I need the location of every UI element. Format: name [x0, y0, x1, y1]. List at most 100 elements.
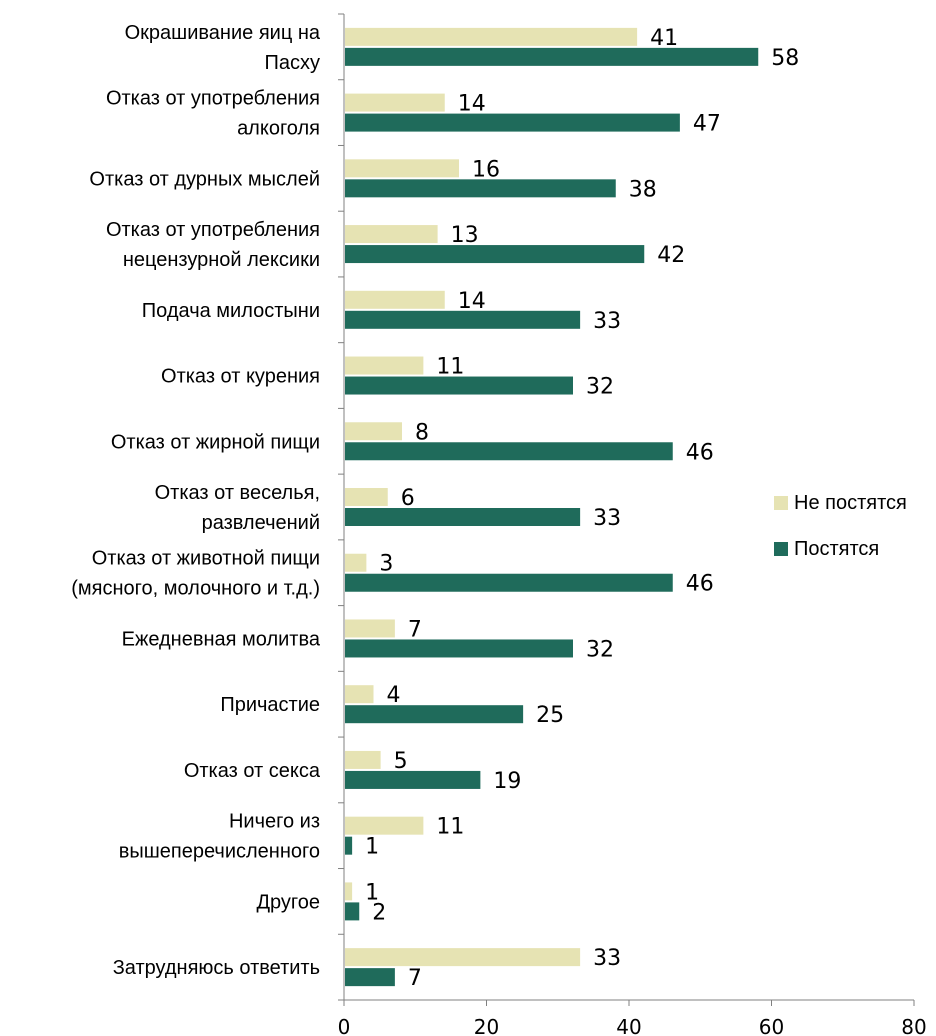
- category-label-line: Отказ от животной пищи: [92, 548, 320, 570]
- data-label-not-fasting: 14: [458, 289, 486, 314]
- category-label: Ежедневная молитва: [122, 628, 321, 650]
- category-label-line: Подача милостыни: [142, 300, 320, 322]
- data-label-fasting: 58: [771, 46, 799, 71]
- bar-fasting: [345, 245, 645, 264]
- bar-not-fasting: [345, 422, 402, 441]
- data-label-fasting: 19: [493, 769, 521, 794]
- legend-item-not-fasting: Не постятся: [774, 490, 907, 516]
- category-label-line: Отказ от курения: [161, 366, 320, 388]
- category-label-line: Другое: [256, 891, 320, 913]
- data-label-fasting: 42: [657, 243, 685, 268]
- category-label: Затрудняюсь ответить: [113, 957, 320, 979]
- legend-item-fasting: Постятся: [774, 536, 907, 562]
- category-label-line: Отказ от жирной пищи: [111, 431, 320, 453]
- data-label-not-fasting: 41: [650, 26, 678, 51]
- category-label-line: Отказ от употребления: [106, 88, 320, 110]
- data-label-fasting: 47: [693, 112, 721, 137]
- category-label: Окрашивание яиц на Пасху: [125, 22, 321, 74]
- category-label: Причастие: [220, 694, 320, 716]
- data-label-not-fasting: 6: [401, 486, 415, 511]
- category-label-line: Ничего из: [229, 811, 320, 833]
- bar-not-fasting: [345, 488, 388, 506]
- bar-not-fasting: [345, 619, 395, 638]
- data-label-fasting: 46: [686, 572, 714, 597]
- bar-fasting: [345, 376, 573, 395]
- x-tick-label: 80: [901, 1015, 926, 1036]
- bar-fasting: [345, 836, 353, 855]
- data-label-not-fasting: 13: [451, 223, 479, 248]
- bar-fasting: [345, 508, 581, 526]
- data-label-fasting: 32: [586, 637, 614, 662]
- category-label-line: Пасху: [265, 52, 321, 74]
- bar-not-fasting: [345, 948, 581, 967]
- legend-swatch-not-fasting: [774, 496, 788, 510]
- bar-not-fasting: [345, 816, 424, 835]
- data-label-fasting: 38: [629, 177, 657, 202]
- data-label-not-fasting: 3: [379, 552, 393, 577]
- data-label-not-fasting: 8: [415, 420, 429, 445]
- data-label-not-fasting: 1: [365, 880, 379, 905]
- bar-fasting: [345, 573, 673, 592]
- bar-not-fasting: [345, 27, 638, 46]
- bar-not-fasting: [345, 356, 424, 375]
- category-label: Подача милостыни: [142, 300, 320, 322]
- legend-swatch-fasting: [774, 542, 788, 556]
- category-label: Отказ от жирной пищи: [111, 431, 320, 453]
- category-label: Отказ от веселья, развлечений: [155, 482, 320, 534]
- category-label: Ничего из вышеперечисленного: [119, 811, 320, 863]
- data-label-not-fasting: 4: [387, 683, 401, 708]
- category-label-line: (мясного, молочного и т.д.): [71, 578, 320, 600]
- data-label-not-fasting: 33: [593, 946, 621, 971]
- data-label-fasting: 33: [593, 309, 621, 334]
- bar-not-fasting: [345, 159, 459, 178]
- bar-fasting: [345, 310, 581, 329]
- category-label-line: Причастие: [220, 694, 320, 716]
- legend-label-not-fasting: Не постятся: [794, 491, 907, 514]
- bar-fasting: [345, 770, 481, 789]
- bar-fasting: [345, 47, 759, 66]
- bar-not-fasting: [345, 290, 445, 309]
- category-label-line: Ежедневная молитва: [122, 628, 321, 650]
- category-label: Отказ от употребления алкоголя: [106, 88, 320, 140]
- category-label-line: Затрудняюсь ответить: [113, 957, 320, 979]
- data-label-fasting: 25: [536, 703, 564, 728]
- data-label-not-fasting: 5: [394, 749, 408, 774]
- category-label: Отказ от животной пищи (мясного, молочног…: [71, 548, 320, 600]
- bar-fasting: [345, 968, 395, 987]
- category-label: Отказ от секса: [184, 760, 321, 782]
- category-label-line: вышеперечисленного: [119, 841, 320, 863]
- category-label-line: развлечений: [202, 512, 320, 534]
- bar-not-fasting: [345, 93, 445, 112]
- category-label-line: алкоголя: [237, 118, 320, 140]
- category-label-line: Отказ от употребления: [106, 219, 320, 241]
- bar-not-fasting: [345, 553, 367, 572]
- bar-not-fasting: [345, 225, 438, 244]
- bar-fasting: [345, 113, 680, 132]
- bar-not-fasting: [345, 685, 374, 704]
- category-label-line: Отказ от секса: [184, 760, 321, 782]
- data-label-fasting: 2: [372, 900, 386, 925]
- x-tick-label: 40: [616, 1015, 641, 1036]
- data-label-not-fasting: 7: [408, 617, 422, 642]
- category-label-line: нецензурной лексики: [123, 249, 320, 271]
- bar-fasting: [345, 179, 616, 198]
- legend: Не постятся Постятся: [774, 490, 907, 582]
- data-label-not-fasting: 16: [472, 157, 500, 182]
- bar-fasting: [345, 705, 524, 724]
- data-label-not-fasting: 11: [436, 815, 464, 840]
- data-label-fasting: 46: [686, 440, 714, 465]
- data-label-fasting: 1: [365, 835, 379, 860]
- bar-not-fasting: [345, 750, 381, 769]
- category-label: Отказ от употребления нецензурной лексики: [106, 219, 320, 271]
- data-label-not-fasting: 11: [436, 355, 464, 380]
- bar-fasting: [345, 902, 360, 921]
- x-tick-label: 0: [338, 1015, 351, 1036]
- category-label-line: Отказ от дурных мыслей: [89, 168, 320, 190]
- data-label-fasting: 32: [586, 375, 614, 400]
- category-label: Отказ от курения: [161, 366, 320, 388]
- category-label-line: Окрашивание яиц на: [125, 22, 321, 44]
- category-label-line: Отказ от веселья,: [155, 482, 320, 504]
- bar-fasting: [345, 442, 673, 461]
- bar-not-fasting: [345, 882, 353, 901]
